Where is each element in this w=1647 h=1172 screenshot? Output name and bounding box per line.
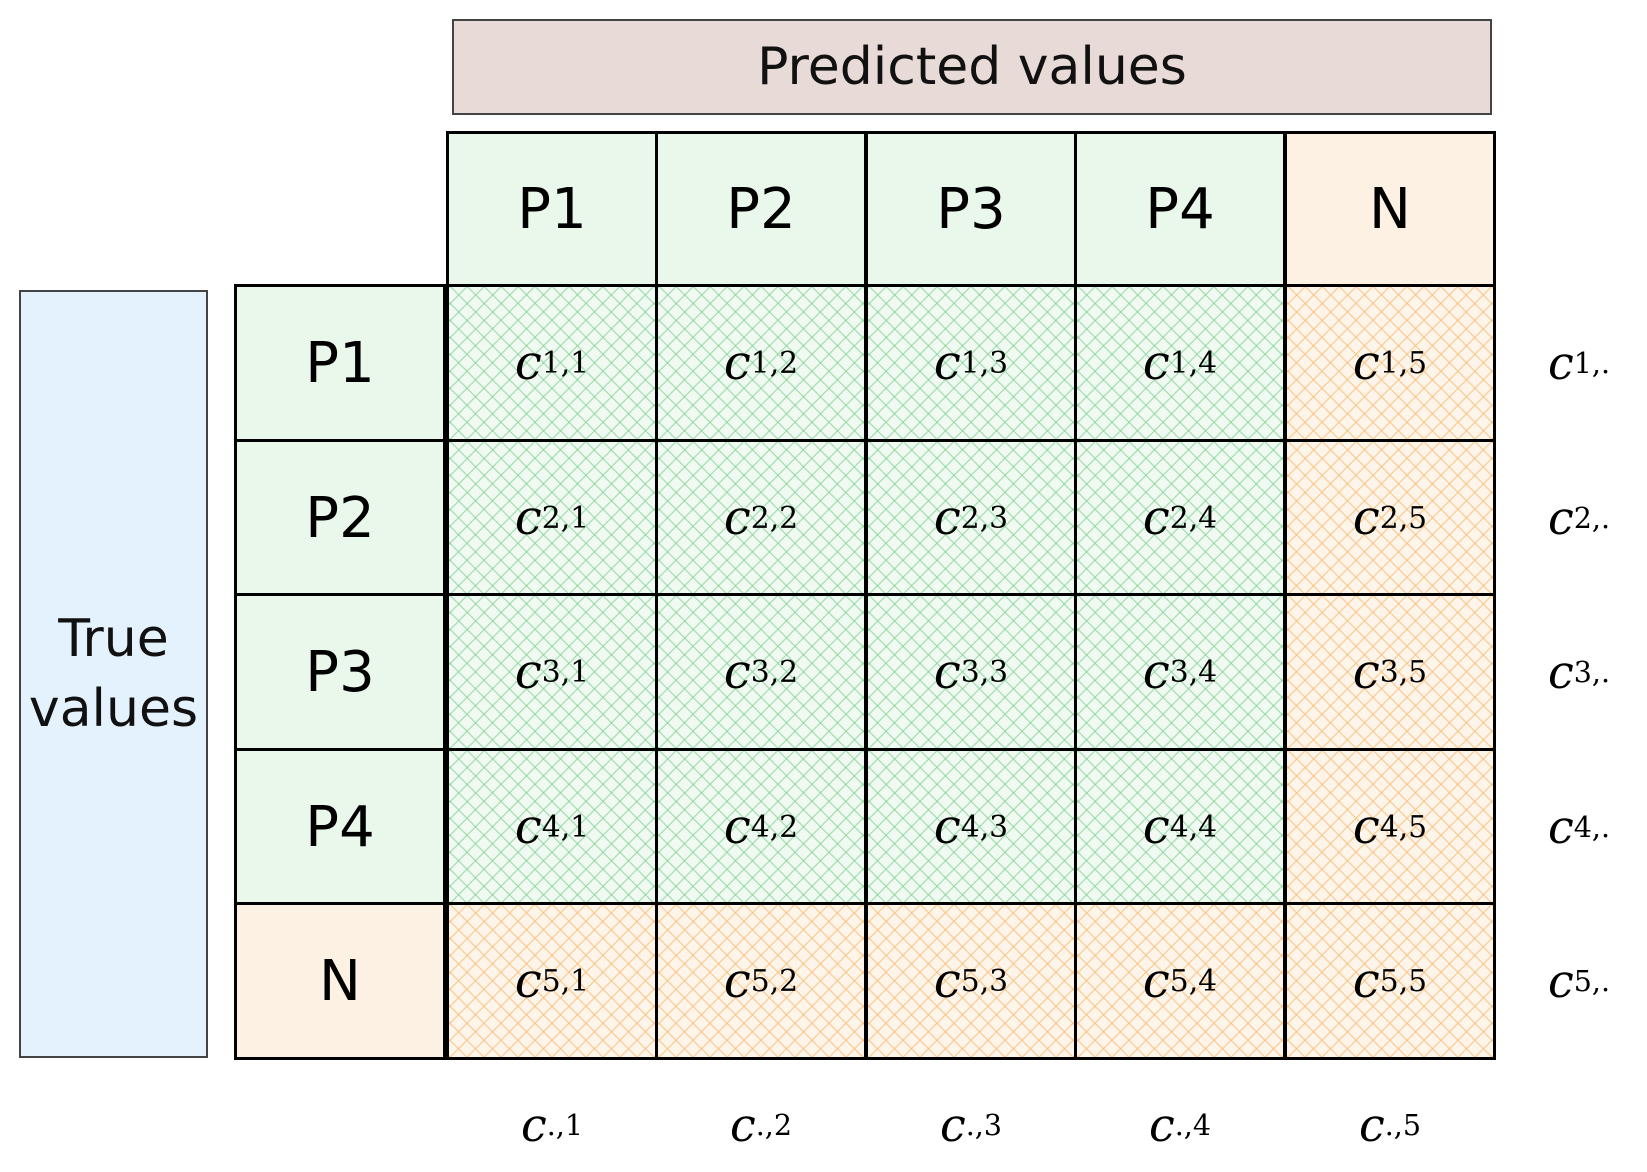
column-header-p1: P1 bbox=[446, 131, 658, 288]
row-header-n: N bbox=[234, 902, 446, 1060]
matrix-cell-4-2: c 4,2 bbox=[655, 748, 867, 906]
matrix-cell-1-4: c 1,4 bbox=[1074, 284, 1286, 442]
column-sum-1: c .,1 bbox=[520, 1098, 584, 1152]
matrix-cell-3-2: c 3,2 bbox=[655, 593, 867, 751]
matrix-cell-3-3: c 3,3 bbox=[865, 593, 1077, 751]
matrix-cell-1-3: c 1,3 bbox=[865, 284, 1077, 442]
matrix-cell-1-2: c 1,2 bbox=[655, 284, 867, 442]
matrix-cell-4-4: c 4,4 bbox=[1074, 748, 1286, 906]
row-sum-2: c 2,. bbox=[1548, 491, 1611, 545]
matrix-cell-2-4: c 2,4 bbox=[1074, 439, 1286, 597]
column-header-n: N bbox=[1284, 131, 1496, 288]
matrix-cell-5-2: c 5,2 bbox=[655, 902, 867, 1060]
matrix-cell-2-5: c 2,5 bbox=[1284, 439, 1496, 597]
matrix-cell-2-1: c 2,1 bbox=[446, 439, 658, 597]
column-header-p3: P3 bbox=[865, 131, 1077, 288]
row-header-p1: P1 bbox=[234, 284, 446, 442]
row-header-p3: P3 bbox=[234, 593, 446, 751]
row-sum-4: c 4,. bbox=[1548, 800, 1611, 854]
row-header-p2: P2 bbox=[234, 439, 446, 597]
matrix-cell-5-5: c 5,5 bbox=[1284, 902, 1496, 1060]
column-sum-3: c .,3 bbox=[939, 1098, 1003, 1152]
matrix-cell-5-3: c 5,3 bbox=[865, 902, 1077, 1060]
matrix-cell-5-4: c 5,4 bbox=[1074, 902, 1286, 1060]
matrix-cell-3-1: c 3,1 bbox=[446, 593, 658, 751]
matrix-cell-5-1: c 5,1 bbox=[446, 902, 658, 1060]
matrix-cell-4-1: c 4,1 bbox=[446, 748, 658, 906]
true-values-title: True values bbox=[19, 290, 208, 1058]
matrix-cell-1-5: c 1,5 bbox=[1284, 284, 1496, 442]
row-sum-1: c 1,. bbox=[1548, 336, 1611, 390]
predicted-values-title: Predicted values bbox=[452, 19, 1492, 115]
matrix-cell-4-5: c 4,5 bbox=[1284, 748, 1496, 906]
matrix-cell-1-1: c 1,1 bbox=[446, 284, 658, 442]
column-sum-5: c .,5 bbox=[1358, 1098, 1422, 1152]
matrix-cell-3-5: c 3,5 bbox=[1284, 593, 1496, 751]
true-values-title-line-1: True bbox=[58, 608, 169, 669]
row-sum-5: c 5,. bbox=[1548, 954, 1611, 1008]
column-sum-4: c .,4 bbox=[1148, 1098, 1212, 1152]
matrix-cell-4-3: c 4,3 bbox=[865, 748, 1077, 906]
matrix-cell-3-4: c 3,4 bbox=[1074, 593, 1286, 751]
column-header-p4: P4 bbox=[1074, 131, 1286, 288]
column-sum-2: c .,2 bbox=[729, 1098, 793, 1152]
row-sum-3: c 3,. bbox=[1548, 645, 1611, 699]
true-values-title-line-2: values bbox=[28, 679, 199, 739]
column-header-p2: P2 bbox=[655, 131, 867, 288]
matrix-cell-2-3: c 2,3 bbox=[865, 439, 1077, 597]
row-header-p4: P4 bbox=[234, 748, 446, 906]
matrix-cell-2-2: c 2,2 bbox=[655, 439, 867, 597]
